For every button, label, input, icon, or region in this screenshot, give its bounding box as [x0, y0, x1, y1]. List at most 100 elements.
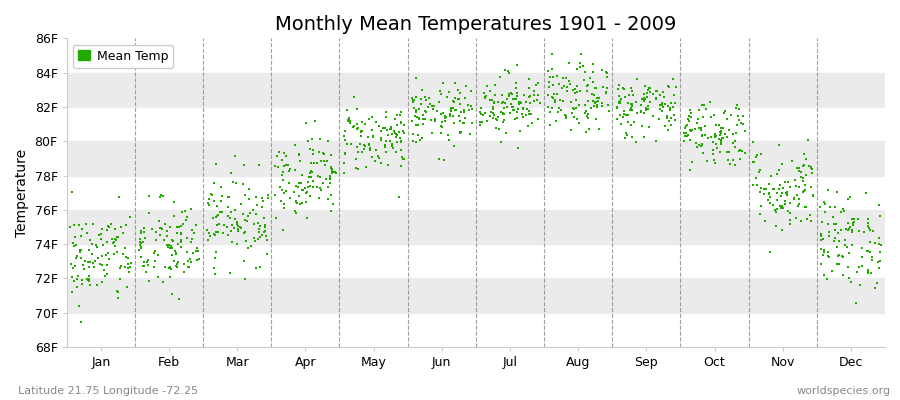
- Point: [738, 128, 752, 134]
- Point: [447, 143, 462, 150]
- Point: [498, 67, 512, 74]
- Point: [799, 172, 814, 178]
- Point: [323, 176, 338, 182]
- Point: [152, 218, 166, 224]
- Point: [275, 172, 290, 178]
- Point: [452, 113, 466, 120]
- Point: [636, 96, 651, 102]
- Point: [652, 102, 667, 108]
- Point: [351, 149, 365, 156]
- Point: [361, 115, 375, 122]
- Point: [83, 237, 97, 243]
- Point: [412, 115, 427, 122]
- Point: [644, 88, 658, 95]
- Point: [288, 167, 302, 174]
- Point: [638, 104, 652, 111]
- Point: [797, 188, 812, 194]
- Point: [574, 50, 589, 57]
- Point: [496, 111, 510, 118]
- Point: [732, 106, 746, 112]
- Point: [111, 295, 125, 301]
- Point: [797, 187, 812, 193]
- Point: [326, 201, 340, 208]
- Point: [397, 156, 411, 162]
- Point: [242, 186, 256, 192]
- Point: [214, 192, 229, 199]
- Point: [354, 129, 368, 135]
- Point: [414, 96, 428, 102]
- Point: [396, 122, 410, 128]
- Point: [364, 154, 379, 161]
- Point: [707, 131, 722, 138]
- Point: [821, 253, 835, 259]
- Point: [485, 97, 500, 104]
- Point: [259, 251, 274, 258]
- Point: [104, 221, 118, 228]
- Point: [473, 104, 488, 111]
- Point: [725, 140, 740, 146]
- Point: [667, 92, 681, 98]
- Point: [770, 197, 784, 203]
- Point: [350, 166, 365, 172]
- Point: [181, 264, 195, 271]
- Point: [531, 80, 545, 86]
- Point: [861, 225, 876, 231]
- Point: [825, 268, 840, 274]
- Point: [794, 218, 808, 224]
- Point: [720, 134, 734, 140]
- Point: [305, 136, 320, 142]
- Point: [569, 105, 583, 112]
- Point: [770, 223, 784, 229]
- Point: [495, 118, 509, 125]
- Point: [618, 94, 633, 100]
- Point: [278, 188, 293, 194]
- Point: [822, 229, 836, 235]
- Point: [752, 167, 767, 174]
- Point: [100, 227, 114, 233]
- Point: [310, 160, 325, 166]
- Point: [255, 204, 269, 211]
- Point: [495, 99, 509, 105]
- Point: [288, 207, 302, 214]
- Point: [698, 123, 712, 130]
- Point: [86, 260, 100, 266]
- Point: [685, 127, 699, 133]
- Point: [779, 189, 794, 195]
- Point: [362, 141, 376, 147]
- Point: [113, 263, 128, 270]
- Point: [634, 108, 648, 114]
- Point: [380, 126, 394, 133]
- Point: [212, 221, 227, 228]
- Point: [132, 247, 147, 253]
- Point: [247, 220, 261, 227]
- Point: [296, 187, 310, 193]
- Point: [571, 89, 585, 95]
- Point: [384, 131, 399, 137]
- Point: [847, 219, 861, 225]
- Point: [116, 250, 130, 257]
- Point: [90, 282, 104, 289]
- Point: [855, 245, 869, 251]
- Point: [772, 185, 787, 192]
- Point: [486, 104, 500, 110]
- Point: [816, 199, 831, 205]
- Point: [304, 168, 319, 175]
- Point: [592, 95, 607, 101]
- Point: [151, 252, 166, 258]
- Point: [207, 231, 221, 238]
- Point: [690, 120, 705, 126]
- Point: [613, 100, 627, 106]
- Point: [513, 128, 527, 134]
- Point: [455, 119, 470, 126]
- Point: [634, 102, 648, 108]
- Point: [430, 108, 445, 115]
- Point: [662, 118, 676, 125]
- Point: [342, 114, 356, 121]
- Point: [522, 100, 536, 106]
- Point: [174, 230, 188, 236]
- Point: [122, 214, 137, 220]
- Point: [566, 105, 580, 112]
- Point: [570, 116, 584, 122]
- Point: [616, 114, 630, 120]
- Point: [207, 198, 221, 204]
